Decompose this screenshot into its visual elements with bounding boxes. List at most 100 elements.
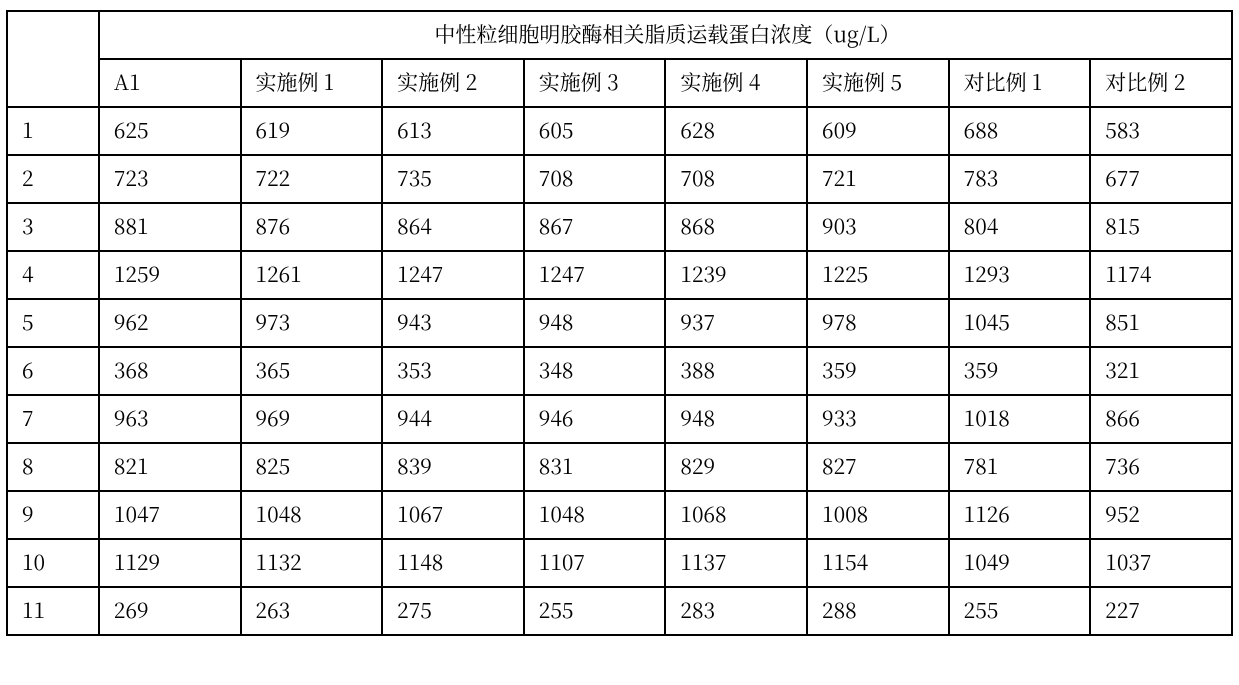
table-row: 7 963 969 944 946 948 933 1018 866 — [7, 395, 1232, 443]
row-header: 7 — [7, 395, 99, 443]
cell: 625 — [99, 107, 241, 155]
cell: 723 — [99, 155, 241, 203]
cell: 1008 — [807, 491, 949, 539]
cell: 1239 — [665, 251, 807, 299]
cell: 1247 — [524, 251, 666, 299]
cell: 969 — [241, 395, 383, 443]
cell: 263 — [241, 587, 383, 635]
cell: 1107 — [524, 539, 666, 587]
cell: 1048 — [241, 491, 383, 539]
cell: 708 — [524, 155, 666, 203]
cell: 388 — [665, 347, 807, 395]
cell: 1225 — [807, 251, 949, 299]
data-table: 中性粒细胞明胶酶相关脂质运载蛋白浓度（ug/L） A1 实施例 1 实施例 2 … — [6, 10, 1233, 636]
cell: 1132 — [241, 539, 383, 587]
col-header: 实施例 1 — [241, 59, 383, 107]
cell: 619 — [241, 107, 383, 155]
cell: 275 — [382, 587, 524, 635]
cell: 583 — [1090, 107, 1232, 155]
cell: 933 — [807, 395, 949, 443]
table-title-cell: 中性粒细胞明胶酶相关脂质运载蛋白浓度（ug/L） — [99, 11, 1232, 59]
cell: 948 — [665, 395, 807, 443]
table-header-row: A1 实施例 1 实施例 2 实施例 3 实施例 4 实施例 5 对比例 1 对… — [7, 59, 1232, 107]
cell: 831 — [524, 443, 666, 491]
cell: 321 — [1090, 347, 1232, 395]
table-container: { "table": { "type": "table", "title": "… — [0, 0, 1239, 685]
table-row: 5 962 973 943 948 937 978 1045 851 — [7, 299, 1232, 347]
row-header: 9 — [7, 491, 99, 539]
cell: 963 — [99, 395, 241, 443]
cell: 708 — [665, 155, 807, 203]
col-header: 实施例 2 — [382, 59, 524, 107]
cell: 946 — [524, 395, 666, 443]
cell: 628 — [665, 107, 807, 155]
cell: 1045 — [949, 299, 1091, 347]
cell: 839 — [382, 443, 524, 491]
cell: 881 — [99, 203, 241, 251]
cell: 283 — [665, 587, 807, 635]
cell: 735 — [382, 155, 524, 203]
table-row: 4 1259 1261 1247 1247 1239 1225 1293 117… — [7, 251, 1232, 299]
cell: 721 — [807, 155, 949, 203]
cell: 255 — [524, 587, 666, 635]
cell: 867 — [524, 203, 666, 251]
col-header: 实施例 4 — [665, 59, 807, 107]
table-row: 6 368 365 353 348 388 359 359 321 — [7, 347, 1232, 395]
table-corner-cell — [7, 11, 99, 107]
row-header: 2 — [7, 155, 99, 203]
table-row: 3 881 876 864 867 868 903 804 815 — [7, 203, 1232, 251]
cell: 868 — [665, 203, 807, 251]
col-header: 对比例 1 — [949, 59, 1091, 107]
row-header: 4 — [7, 251, 99, 299]
cell: 821 — [99, 443, 241, 491]
cell: 1247 — [382, 251, 524, 299]
cell: 1037 — [1090, 539, 1232, 587]
table-row: 10 1129 1132 1148 1107 1137 1154 1049 10… — [7, 539, 1232, 587]
cell: 851 — [1090, 299, 1232, 347]
table-row: 8 821 825 839 831 829 827 781 736 — [7, 443, 1232, 491]
cell: 1259 — [99, 251, 241, 299]
col-header: A1 — [99, 59, 241, 107]
table-row: 11 269 263 275 255 283 288 255 227 — [7, 587, 1232, 635]
cell: 269 — [99, 587, 241, 635]
cell: 864 — [382, 203, 524, 251]
cell: 255 — [949, 587, 1091, 635]
row-header: 11 — [7, 587, 99, 635]
cell: 815 — [1090, 203, 1232, 251]
row-header: 6 — [7, 347, 99, 395]
cell: 348 — [524, 347, 666, 395]
cell: 804 — [949, 203, 1091, 251]
cell: 829 — [665, 443, 807, 491]
cell: 948 — [524, 299, 666, 347]
table-row: 2 723 722 735 708 708 721 783 677 — [7, 155, 1232, 203]
cell: 1048 — [524, 491, 666, 539]
cell: 1068 — [665, 491, 807, 539]
cell: 866 — [1090, 395, 1232, 443]
cell: 943 — [382, 299, 524, 347]
table-row: 9 1047 1048 1067 1048 1068 1008 1126 952 — [7, 491, 1232, 539]
cell: 1154 — [807, 539, 949, 587]
cell: 973 — [241, 299, 383, 347]
cell: 609 — [807, 107, 949, 155]
cell: 944 — [382, 395, 524, 443]
col-header: 实施例 5 — [807, 59, 949, 107]
cell: 1018 — [949, 395, 1091, 443]
row-header: 5 — [7, 299, 99, 347]
col-header: 对比例 2 — [1090, 59, 1232, 107]
cell: 359 — [807, 347, 949, 395]
cell: 876 — [241, 203, 383, 251]
cell: 1137 — [665, 539, 807, 587]
cell: 368 — [99, 347, 241, 395]
cell: 1047 — [99, 491, 241, 539]
cell: 825 — [241, 443, 383, 491]
cell: 903 — [807, 203, 949, 251]
cell: 365 — [241, 347, 383, 395]
cell: 1293 — [949, 251, 1091, 299]
cell: 613 — [382, 107, 524, 155]
cell: 353 — [382, 347, 524, 395]
col-header: 实施例 3 — [524, 59, 666, 107]
cell: 781 — [949, 443, 1091, 491]
cell: 605 — [524, 107, 666, 155]
cell: 1049 — [949, 539, 1091, 587]
cell: 688 — [949, 107, 1091, 155]
